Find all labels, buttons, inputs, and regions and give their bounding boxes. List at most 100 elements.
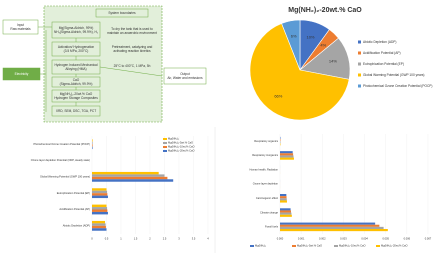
y-tick-label: Acidification Potential (AP) <box>59 207 90 211</box>
node-label: (3.5 MPa, 200°C) <box>64 49 89 53</box>
bar <box>280 196 287 199</box>
legend-swatch <box>334 245 338 247</box>
legend-label: Global Warming Potential (GWP 100 years) <box>363 73 424 77</box>
x-tick-label: 4 <box>207 237 209 241</box>
y-tick-label: Respiratory organics <box>254 139 278 143</box>
node-label: (Sigma-Aldrich, 99.9%) <box>60 82 93 86</box>
bar <box>92 209 108 212</box>
node-label: XRD, SEM, DSC, TGA, PCT <box>56 109 96 113</box>
y-tick-label: Eutrophication Potential (EP) <box>57 191 90 195</box>
bar <box>280 157 294 160</box>
bar <box>92 204 107 208</box>
slice-label: 10% <box>306 35 314 40</box>
bar <box>92 225 106 229</box>
legend-swatch <box>358 62 361 66</box>
slice-label: 66% <box>274 93 282 98</box>
bar <box>92 188 107 191</box>
bar <box>280 214 292 217</box>
x-tick-label: 2.5 <box>163 237 167 241</box>
node-box <box>51 89 101 103</box>
node-box <box>2 67 41 81</box>
bar <box>280 224 380 227</box>
node-label: activating reaction kinetics <box>113 49 151 53</box>
x-tick-label: 1.5 <box>134 237 138 241</box>
slice-label: 4% <box>320 42 326 47</box>
legend-swatch <box>250 245 254 247</box>
node-box <box>51 59 101 75</box>
legend-label: Mg(NH₂)₂ <box>168 137 179 141</box>
y-tick-label: Ozone layer depletion Potential (ODP, st… <box>31 158 90 162</box>
bar <box>92 223 106 226</box>
bar <box>92 193 108 196</box>
diagram-title: System boundaries <box>108 11 136 15</box>
legend-swatch <box>376 245 380 247</box>
bar <box>280 153 294 156</box>
node-label: Hydrogen Storage Composites <box>54 96 98 100</box>
node-box <box>51 105 101 117</box>
node-label: Electricity <box>15 72 29 76</box>
y-tick-label: Photochemical Ozone Creation Potential (… <box>33 142 90 146</box>
node-label: Air, Water and emissions <box>167 76 203 80</box>
legend-label: Mg(NH₂)₂-20wt.% CaO <box>168 149 195 153</box>
bar <box>92 139 93 142</box>
bar <box>92 207 108 210</box>
y-tick-label: Fossil fuels <box>265 225 279 229</box>
node-label: Raw materials <box>10 27 31 31</box>
bar <box>280 151 293 154</box>
pie-slice <box>281 19 301 71</box>
legend-label: Mg(NH₂)₂-5wt.% CaO <box>297 244 322 248</box>
bar <box>280 229 388 232</box>
x-tick-label: 0.003 <box>340 237 347 241</box>
node-label: 25°C to 400°C, 1 MPa, 5h <box>114 64 151 68</box>
bar <box>92 195 108 199</box>
bar <box>92 211 108 215</box>
y-tick-label: Abiotic Depletion (ADP) <box>63 224 90 228</box>
legend-swatch <box>163 146 167 148</box>
bar <box>92 179 174 182</box>
bar <box>92 141 93 145</box>
node-label: NH₃(Sigma-Aldrich, 99.9%), H₂ <box>54 30 99 34</box>
node-label: Input <box>17 23 24 27</box>
arrows <box>38 26 163 112</box>
node-label: Pretreatment, catalyzing and <box>112 45 153 49</box>
node-box <box>2 19 39 35</box>
bar <box>280 194 287 197</box>
x-tick-label: 0.001 <box>298 237 305 241</box>
y-tick-label: Ozone layer depletion <box>253 182 279 186</box>
bar <box>280 208 291 211</box>
bar <box>280 155 294 158</box>
legend-label: Mg(NH₂)₂-10wt.% CaO <box>168 145 195 149</box>
y-tick-label: Global Warming Potential (GWP 100 years) <box>40 175 90 179</box>
legend-swatch <box>358 40 361 44</box>
chart-title: Mg(NH₂)₂-20wt.% CaO <box>288 7 362 14</box>
legend-swatch <box>358 84 361 88</box>
bar <box>280 212 292 215</box>
legend-swatch <box>163 138 167 140</box>
x-tick-label: 2 <box>149 237 151 241</box>
legend-label: Mg(NH₂)₂-10wt.% CaO <box>339 244 366 248</box>
node-label: Mg(NH₂)₂-20wt.% CaO <box>60 92 93 96</box>
node-box <box>51 21 101 39</box>
legend-label: Mg(NH₂)₂-5wt.% CaO <box>168 141 193 145</box>
x-tick-label: 3 <box>178 237 180 241</box>
node-label: Output <box>180 72 190 76</box>
x-tick-label: 0 <box>91 237 93 241</box>
x-tick-label: 0.006 <box>404 237 411 241</box>
x-tick-label: 0.002 <box>319 237 326 241</box>
bar <box>92 228 107 231</box>
node-label: Hydrogen Induced Mechanical <box>54 63 97 67</box>
legend-label: Eutrophication Potential (EP) <box>363 62 404 66</box>
node-box <box>51 41 101 57</box>
x-tick-label: 0.000 <box>277 237 284 241</box>
node-label: Alloying (HMA) <box>65 67 86 71</box>
bar <box>280 210 291 213</box>
x-tick-label: 0.004 <box>361 237 368 241</box>
y-tick-label: Human health, Radiation <box>249 167 278 171</box>
bar <box>92 220 106 224</box>
y-tick-label: Climate change <box>260 210 279 214</box>
legend-swatch <box>358 51 361 55</box>
bar <box>280 200 287 203</box>
slice-label: 14% <box>329 59 337 64</box>
bar <box>92 176 168 180</box>
legend-swatch <box>163 142 167 144</box>
